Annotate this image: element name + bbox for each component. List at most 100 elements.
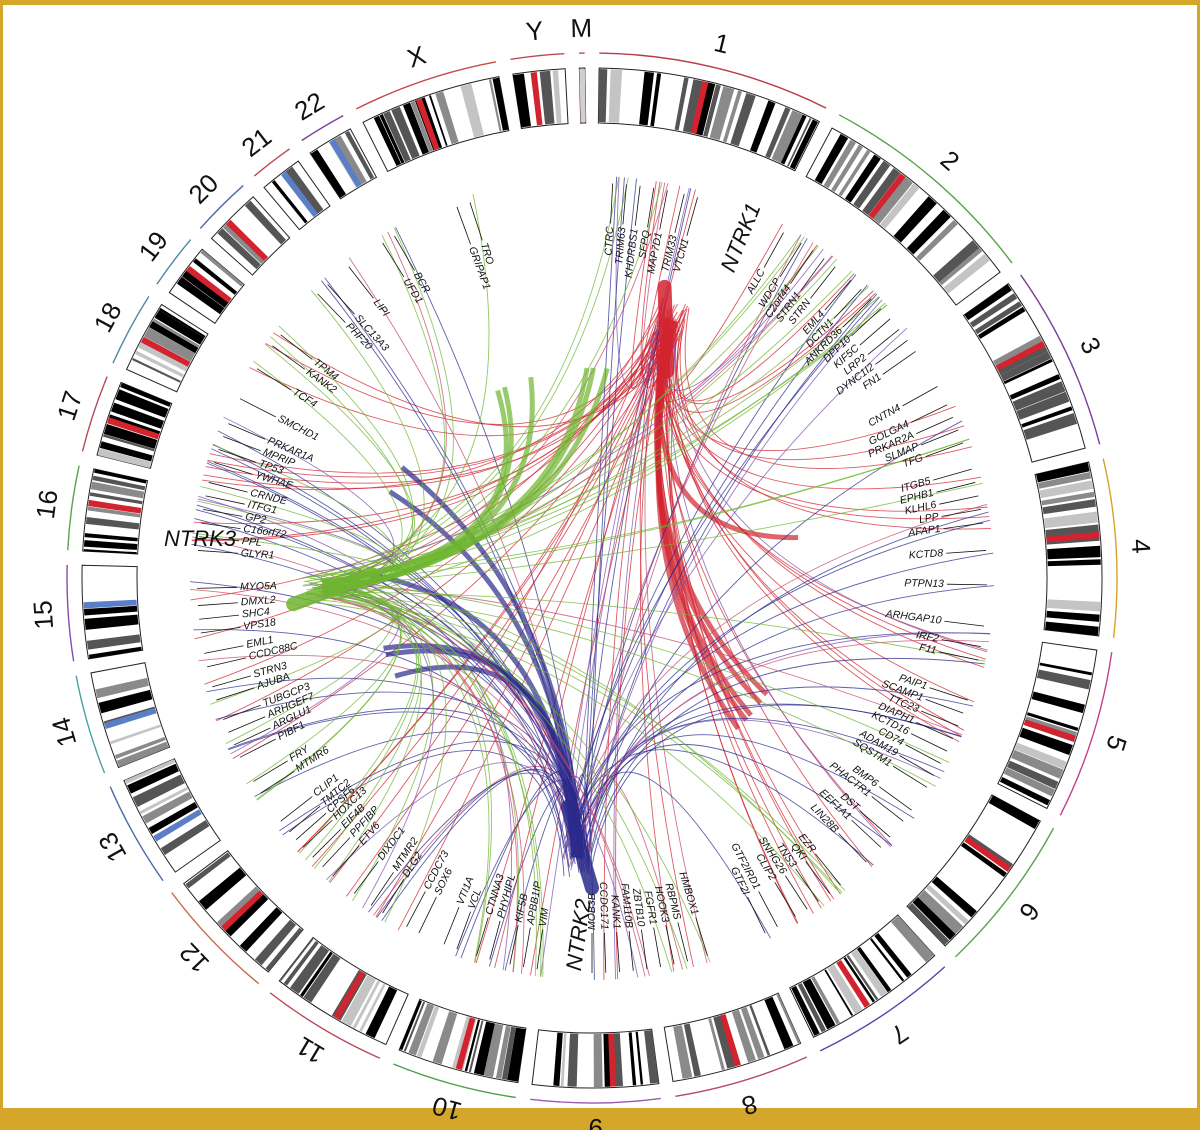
cytoband xyxy=(114,736,166,759)
gene-leader-line xyxy=(616,932,620,973)
cytoband xyxy=(1047,559,1101,567)
chromosome-4 xyxy=(1034,458,1118,638)
cytoband xyxy=(650,73,662,127)
gene-leader-line xyxy=(867,329,900,355)
chromosome-label: 7 xyxy=(885,1018,914,1051)
gene-leader-line xyxy=(216,687,255,701)
chromosome-track-line xyxy=(355,61,497,110)
cytoband xyxy=(874,932,912,978)
chromosome-10 xyxy=(393,998,527,1099)
cytoband xyxy=(1042,499,1096,515)
gene-label: GLYR1 xyxy=(240,547,274,561)
cytoband xyxy=(802,978,836,1030)
chromosome-20 xyxy=(199,185,291,276)
cytoband xyxy=(84,614,139,630)
cytoband xyxy=(341,975,376,1027)
chromosome-track-line xyxy=(109,786,164,882)
fusion-link xyxy=(333,304,888,601)
gene-leader-line xyxy=(223,436,261,452)
fusion-link xyxy=(326,583,537,976)
gene-leader-line xyxy=(939,651,979,661)
fusion-link xyxy=(673,333,960,743)
chromosome-19 xyxy=(156,239,245,325)
gene-leader-line xyxy=(695,917,708,956)
centromere xyxy=(1023,719,1076,742)
cytoband xyxy=(127,763,179,794)
cytoband xyxy=(134,350,184,378)
gene-leader-line xyxy=(536,929,543,970)
cytoband xyxy=(142,791,193,824)
cytoband xyxy=(628,1032,637,1086)
fusion-link xyxy=(588,177,625,868)
gene-leader-line xyxy=(348,266,374,299)
cytoband xyxy=(303,953,341,1003)
chromosome-ideogram xyxy=(66,52,1118,1104)
fusion-link xyxy=(657,320,986,660)
gene-leader-line xyxy=(910,733,948,752)
cytoband xyxy=(811,976,841,1025)
fusion-link xyxy=(568,639,989,868)
chromosome-track-line xyxy=(269,992,381,1059)
chromosome-track-line xyxy=(530,1097,661,1104)
gene-leader-line xyxy=(842,298,872,328)
fusion-link xyxy=(565,519,990,853)
chromosome-track-line xyxy=(75,675,106,774)
gene-label: KHDRBS1 xyxy=(623,228,641,279)
gene-label: F11 xyxy=(918,641,937,656)
chromosome-track-line xyxy=(675,1056,808,1098)
chromosome-label: 14 xyxy=(45,714,82,750)
gene-leader-line xyxy=(260,771,295,794)
fusion-link xyxy=(306,592,843,893)
chromosome-label: 17 xyxy=(51,387,89,424)
fusion-link xyxy=(207,309,684,478)
cytoband xyxy=(791,985,820,1036)
gene-leader-line xyxy=(946,583,987,586)
frame-left-border xyxy=(0,0,3,1130)
cytoband xyxy=(365,986,398,1039)
cytoband xyxy=(88,646,142,659)
cytoband xyxy=(139,787,189,815)
gene-leader-line xyxy=(851,819,882,848)
cytoband xyxy=(468,1020,484,1073)
fusion-link xyxy=(321,584,711,963)
cytoband xyxy=(552,70,562,124)
gene-leader-line xyxy=(929,687,968,701)
gene-label: MOB3B xyxy=(586,893,598,930)
cytoband xyxy=(391,106,420,159)
gene-leader-line xyxy=(214,462,253,475)
cytoband xyxy=(98,689,153,714)
cytoband xyxy=(143,327,196,362)
centromere xyxy=(329,138,362,188)
gene-leader-line xyxy=(327,284,355,315)
gene-leader-line xyxy=(936,482,976,493)
cytoband xyxy=(644,1030,659,1084)
cytoband xyxy=(764,996,794,1050)
centromere xyxy=(868,173,906,219)
gene-leader-line xyxy=(943,522,984,529)
cytoband xyxy=(862,168,901,216)
gene-leader-line xyxy=(882,351,916,375)
cytoband xyxy=(217,228,261,270)
cytoband xyxy=(92,475,146,491)
hub-gene-label-ntrk3: NTRK3 xyxy=(164,526,237,551)
centromere xyxy=(281,171,318,217)
cytoband xyxy=(827,964,863,1014)
fusion-link xyxy=(589,734,915,841)
cytoband xyxy=(85,517,140,530)
fusion-link xyxy=(640,185,681,377)
cytoband xyxy=(1012,381,1066,411)
gene-leader-line xyxy=(239,738,276,758)
chromosome-14 xyxy=(75,662,171,774)
gene-leader-line xyxy=(925,699,964,714)
cytoband xyxy=(917,890,964,935)
fusion-link xyxy=(656,317,799,541)
cytoband xyxy=(891,915,935,963)
fusion-link xyxy=(317,591,650,976)
fusion-link xyxy=(586,293,878,861)
cytoband xyxy=(1003,358,1053,385)
cytoband xyxy=(1031,691,1085,714)
chromosome-22 xyxy=(301,115,378,200)
fusion-link xyxy=(494,311,665,969)
gene-leader-line xyxy=(207,657,247,668)
chromosome-label: 9 xyxy=(588,1113,603,1130)
